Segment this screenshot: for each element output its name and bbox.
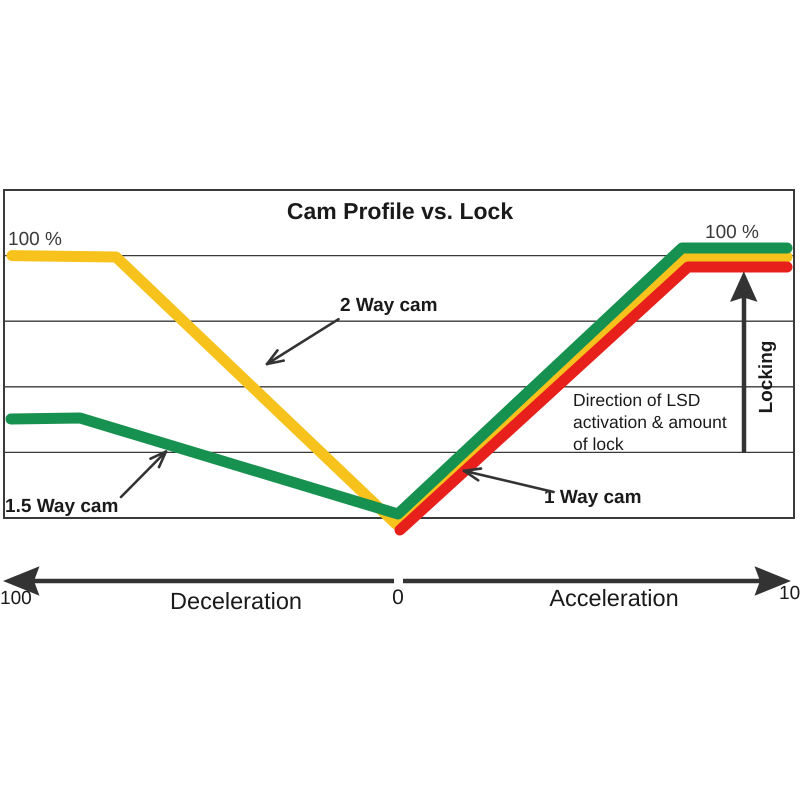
svg-text:1 Way cam: 1 Way cam (544, 487, 642, 508)
svg-text:Acceleration: Acceleration (549, 585, 678, 611)
svg-text:Deceleration: Deceleration (170, 588, 302, 614)
svg-text:100 %: 100 % (8, 229, 62, 250)
svg-text:Cam Profile vs. Lock: Cam Profile vs. Lock (287, 198, 513, 224)
svg-text:2 Way cam: 2 Way cam (340, 295, 438, 316)
svg-text:100: 100 (0, 588, 32, 609)
svg-text:1.5 Way cam: 1.5 Way cam (5, 496, 118, 517)
svg-text:0: 0 (392, 586, 404, 609)
svg-text:100: 100 (779, 583, 800, 604)
svg-text:of lock: of lock (573, 434, 624, 454)
svg-text:Locking: Locking (756, 341, 777, 414)
svg-text:Direction of LSD: Direction of LSD (573, 390, 700, 410)
svg-text:activation & amount: activation & amount (573, 412, 727, 432)
svg-text:100 %: 100 % (705, 222, 759, 243)
